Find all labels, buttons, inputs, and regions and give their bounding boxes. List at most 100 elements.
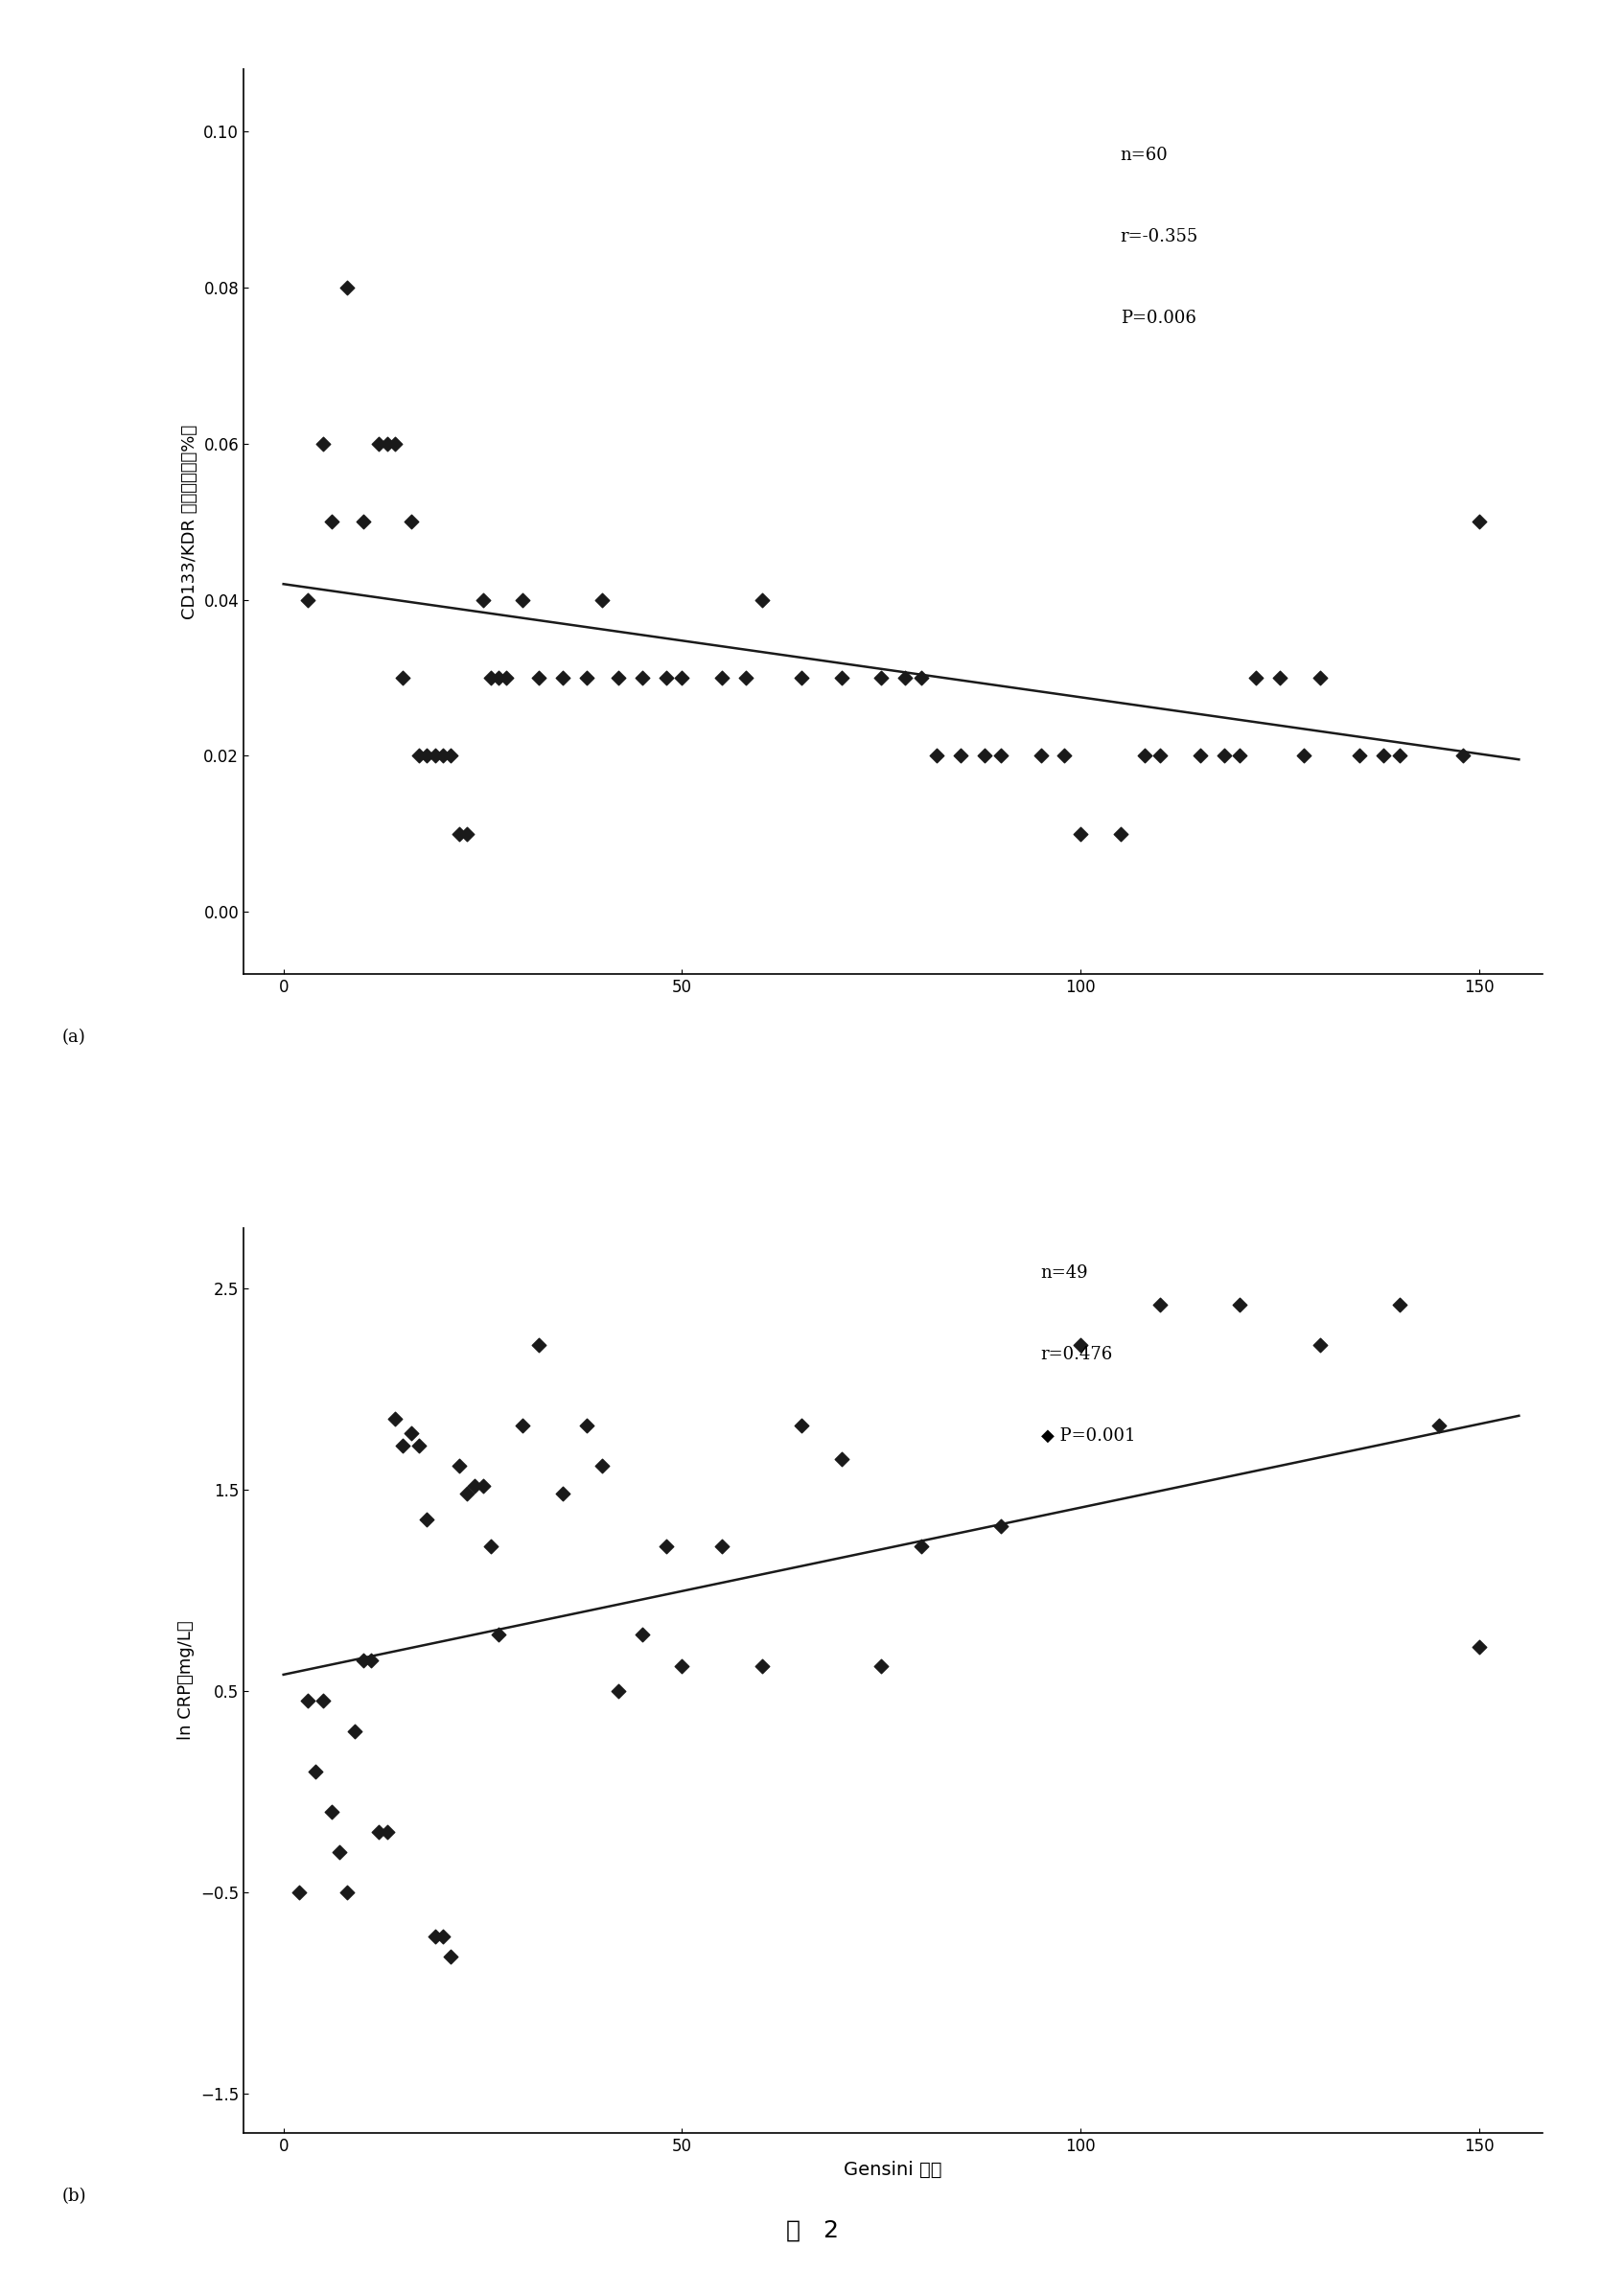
Point xyxy=(486,1615,512,1652)
Point xyxy=(422,736,448,773)
Point xyxy=(469,580,495,617)
Y-axis label: CD133/KDR 双阳性细胞（%）: CD133/KDR 双阳性细胞（%） xyxy=(180,424,198,619)
Point xyxy=(1226,1287,1252,1324)
Text: (a): (a) xyxy=(62,1028,86,1046)
Point xyxy=(987,736,1013,773)
Point xyxy=(971,736,997,773)
X-axis label: Gensini 评分: Gensini 评分 xyxy=(844,2161,942,2179)
Point xyxy=(294,1682,320,1718)
Point xyxy=(1147,736,1173,773)
Point xyxy=(461,1468,487,1505)
Text: (b): (b) xyxy=(62,2188,86,2205)
Point xyxy=(1147,1287,1173,1324)
Point xyxy=(590,580,615,617)
Point xyxy=(494,658,520,695)
Point xyxy=(510,1406,536,1443)
Point xyxy=(294,580,320,617)
Point xyxy=(749,580,775,617)
Y-axis label: ln CRP（mg/L）: ln CRP（mg/L） xyxy=(177,1622,195,1741)
Point xyxy=(365,424,391,461)
Point xyxy=(908,658,934,695)
Point xyxy=(310,1682,336,1718)
Point xyxy=(510,580,536,617)
Point xyxy=(948,736,974,773)
Point xyxy=(892,658,918,695)
Point xyxy=(1291,736,1317,773)
Point xyxy=(1346,736,1372,773)
Point xyxy=(318,1794,344,1831)
Point xyxy=(606,1672,632,1709)
Point xyxy=(653,658,679,695)
Point xyxy=(708,1528,734,1565)
Point xyxy=(1067,814,1093,851)
Point xyxy=(453,814,479,851)
Point xyxy=(828,658,854,695)
Point xyxy=(1267,658,1293,695)
Point xyxy=(438,1938,464,1975)
Point xyxy=(869,1647,895,1684)
Point xyxy=(1307,658,1333,695)
Text: r=0.476: r=0.476 xyxy=(1041,1347,1112,1363)
Point xyxy=(351,1643,377,1679)
Point xyxy=(1450,736,1476,773)
Point xyxy=(1132,736,1158,773)
Point xyxy=(526,1326,552,1363)
Point xyxy=(343,1714,369,1750)
Point xyxy=(374,1812,400,1849)
Point xyxy=(749,1647,775,1684)
Text: n=49: n=49 xyxy=(1041,1264,1088,1282)
Point xyxy=(430,1918,456,1954)
Point xyxy=(1371,736,1397,773)
Point xyxy=(1426,1406,1452,1443)
Point xyxy=(302,1753,328,1789)
Point xyxy=(908,1528,934,1565)
Text: P=0.006: P=0.006 xyxy=(1121,310,1195,328)
Point xyxy=(477,1528,503,1565)
Point xyxy=(447,814,473,851)
Point xyxy=(430,736,456,773)
Point xyxy=(653,1528,679,1565)
Point xyxy=(606,658,632,695)
Point xyxy=(365,1812,391,1849)
Point xyxy=(447,1448,473,1484)
Point xyxy=(573,658,599,695)
Point xyxy=(477,658,503,695)
Point xyxy=(828,1441,854,1477)
Point xyxy=(924,736,950,773)
Point xyxy=(669,1647,695,1684)
Point xyxy=(351,502,377,539)
Point xyxy=(1387,736,1413,773)
Point xyxy=(1108,814,1134,851)
Point xyxy=(789,1406,815,1443)
Point xyxy=(382,424,408,461)
Point xyxy=(669,658,695,695)
Point xyxy=(406,1427,432,1464)
Point xyxy=(453,1475,479,1512)
Point xyxy=(469,1468,495,1505)
Point xyxy=(335,1874,361,1911)
Point xyxy=(987,1507,1013,1544)
Point xyxy=(789,658,815,695)
Point xyxy=(398,502,424,539)
Point xyxy=(486,658,512,695)
Point xyxy=(335,268,361,305)
Point xyxy=(286,1874,312,1911)
Point xyxy=(1028,736,1054,773)
Point xyxy=(708,658,734,695)
Point xyxy=(526,658,552,695)
Text: n=60: n=60 xyxy=(1121,147,1168,165)
Point xyxy=(310,424,336,461)
Point xyxy=(374,424,400,461)
Text: 图   2: 图 2 xyxy=(786,2218,838,2241)
Point xyxy=(869,658,895,695)
Point xyxy=(732,658,758,695)
Point xyxy=(549,1475,575,1512)
Point xyxy=(318,502,344,539)
Text: ◆ P=0.001: ◆ P=0.001 xyxy=(1041,1427,1135,1445)
Text: r=-0.355: r=-0.355 xyxy=(1121,229,1199,245)
Point xyxy=(1052,736,1078,773)
Point xyxy=(438,736,464,773)
Point xyxy=(1387,1287,1413,1324)
Point xyxy=(1212,736,1237,773)
Point xyxy=(398,1415,424,1452)
